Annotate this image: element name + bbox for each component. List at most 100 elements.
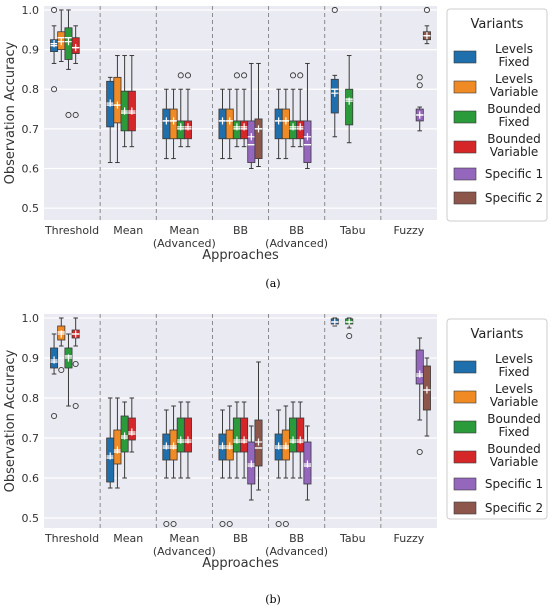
outlier: [331, 6, 338, 14]
box: [345, 88, 354, 126]
legend-swatch: [453, 80, 477, 94]
plot-area: [44, 6, 437, 220]
y-tick-label: 0.8: [22, 392, 40, 405]
legend-label: Levels Variable: [490, 72, 539, 99]
legend-label: Levels Fixed: [495, 352, 533, 379]
box-4-4: [303, 425, 312, 501]
box-1-3: [127, 397, 136, 453]
outlier: [289, 72, 297, 79]
box-5-2: [345, 317, 354, 340]
box-2-3: [183, 72, 192, 148]
y-tick-label: 0.5: [22, 202, 40, 215]
legend-swatch: [453, 191, 477, 205]
box-4-0: [274, 88, 283, 160]
x-axis-label: Approaches: [202, 556, 279, 571]
box-0-3: [71, 317, 80, 410]
x-tick-label: Mean (Advanced): [153, 532, 216, 558]
legend-item: Specific 1: [453, 477, 543, 491]
legend-item: Specific 1: [453, 167, 543, 181]
box: [113, 76, 122, 124]
box-6-5: [422, 357, 431, 437]
box: [240, 417, 249, 453]
x-tick-label: Fuzzy: [394, 532, 425, 545]
legend-item: Specific 2: [453, 191, 543, 205]
box: [254, 118, 263, 159]
outlier: [72, 111, 79, 119]
x-tick-label: BB (Advanced): [265, 532, 328, 558]
box-5-0: [330, 6, 339, 138]
outlier: [423, 6, 430, 14]
legend-swatch: [453, 450, 477, 464]
outlier: [233, 72, 240, 79]
outlier: [58, 366, 65, 374]
legend-swatch: [453, 50, 477, 64]
box-4-4: [303, 62, 312, 169]
x-tick-label: Threshold: [44, 532, 99, 545]
legend-item: Levels Fixed: [453, 352, 533, 379]
box-3-0: [218, 409, 227, 528]
outlier: [72, 402, 79, 410]
x-tick-label: Mean (Advanced): [153, 224, 216, 250]
box-4-3: [296, 72, 305, 148]
box-4-2: [289, 401, 298, 479]
legend-item: Bounded Variable: [453, 132, 541, 159]
x-tick-label: Fuzzy: [394, 224, 425, 237]
box-2-3: [183, 401, 192, 479]
box: [289, 417, 298, 453]
box-3-4: [247, 425, 256, 501]
legend-swatch: [453, 167, 477, 181]
legend-label: Levels Variable: [490, 382, 539, 409]
box-3-3: [240, 72, 249, 148]
box-0-2: [64, 333, 73, 407]
box-4-3: [296, 401, 305, 479]
legend-swatch: [453, 390, 477, 404]
outlier: [51, 86, 58, 93]
box-0-1: [57, 317, 66, 374]
outlier: [416, 448, 423, 456]
box-2-0: [162, 88, 171, 160]
caption-a: (a): [265, 277, 280, 290]
outlier: [184, 72, 192, 79]
box-1-3: [127, 55, 136, 148]
legend-item: Bounded Fixed: [453, 102, 541, 129]
outlier: [65, 111, 72, 119]
box: [232, 417, 241, 453]
y-tick-label: 0.6: [22, 472, 40, 485]
box: [183, 417, 192, 453]
box-3-0: [218, 88, 227, 160]
legend-label: Bounded Variable: [487, 442, 540, 469]
box-2-1: [169, 405, 178, 528]
box-0-0: [50, 6, 59, 93]
legend-swatch: [453, 501, 477, 515]
legend-label: Bounded Fixed: [487, 412, 540, 439]
y-axis-label: Observation Accuracy: [3, 41, 18, 184]
y-tick-label: 0.9: [22, 44, 40, 57]
outlier: [163, 520, 170, 528]
outlier: [51, 6, 58, 14]
outlier: [72, 360, 79, 368]
outlier: [241, 72, 248, 79]
legend-label: Levels Fixed: [495, 42, 533, 69]
outlier: [416, 82, 423, 89]
outlier: [275, 520, 282, 528]
box-1-2: [120, 55, 129, 148]
chart-panel-0: 0.5 0.6 0.7 0.8 0.9 1.0 Threshold Mean Mean (Adva…: [3, 4, 548, 263]
legend-label: Bounded Variable: [487, 132, 540, 159]
x-tick-label: Mean: [113, 224, 143, 237]
box-2-0: [162, 409, 171, 528]
box-3-5: [254, 62, 263, 167]
box: [247, 120, 256, 163]
box-3-5: [254, 361, 263, 491]
x-tick-label: Mean: [113, 532, 143, 545]
outlier: [297, 72, 304, 79]
legend-swatch: [453, 110, 477, 124]
legend-item: Bounded Variable: [453, 442, 541, 469]
legend-item: Levels Variable: [453, 72, 539, 99]
legend-label: Specific 1: [485, 477, 543, 491]
box-5-0: [330, 317, 339, 327]
box: [176, 417, 185, 453]
box-2-2: [176, 401, 185, 479]
legend-item: Levels Variable: [453, 382, 539, 409]
legend-label: Specific 1: [485, 167, 543, 181]
